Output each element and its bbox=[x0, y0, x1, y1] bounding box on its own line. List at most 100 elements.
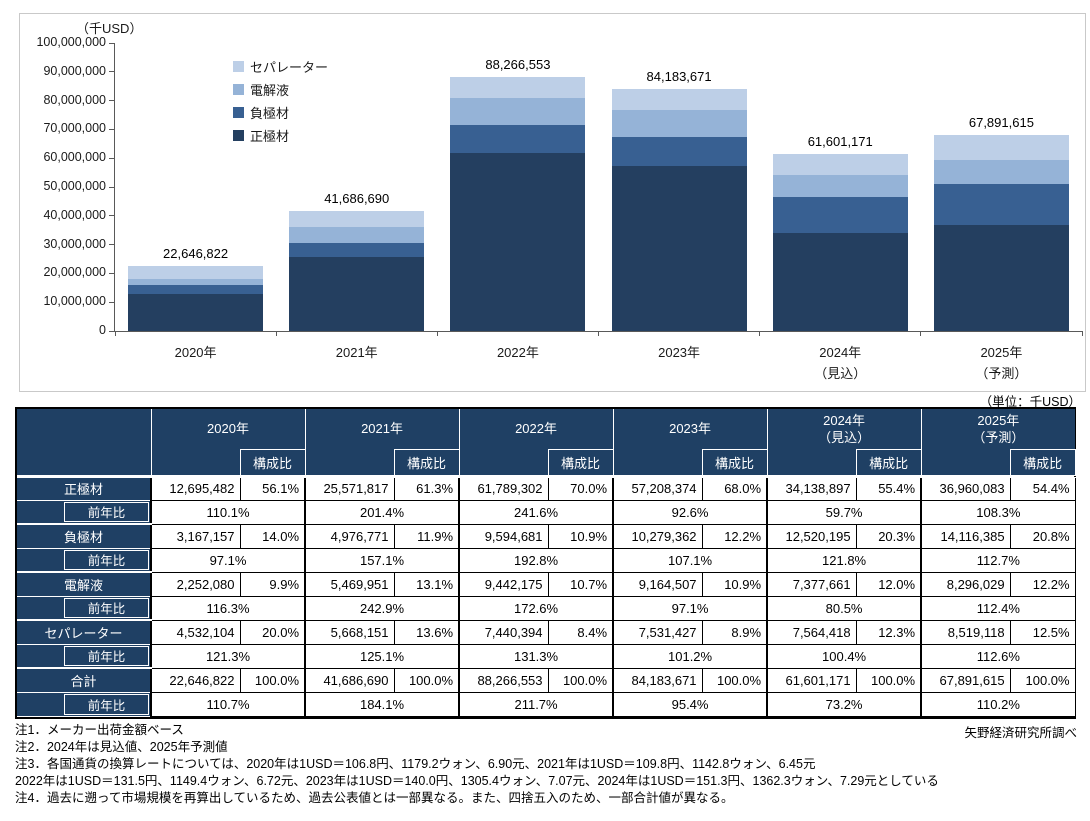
table-cell-share: 11.9% bbox=[393, 523, 460, 549]
table-cell-yoy: 211.7% bbox=[458, 691, 614, 717]
yoy-label-box: 前年比 bbox=[64, 597, 149, 618]
table-cell-yoy: 110.7% bbox=[149, 691, 306, 717]
table-cell-share: 61.3% bbox=[393, 475, 460, 501]
table-cell-share: 12.5% bbox=[1009, 619, 1076, 645]
table-cell-value: 84,183,671 bbox=[612, 667, 703, 693]
table-cell-value: 8,519,118 bbox=[920, 619, 1011, 645]
yoy-label-box: 前年比 bbox=[64, 501, 149, 522]
table-row-material: 負極材 3,167,157 14.0% 4,976,771 11.9% 9,594,681… bbox=[17, 523, 1076, 549]
y-axis-tick-label: 20,000,000 bbox=[43, 265, 106, 280]
table-cell-share: 100.0% bbox=[393, 667, 460, 693]
table-cell-yoy: 101.2% bbox=[612, 643, 768, 669]
column-header-year: 2020年 bbox=[150, 409, 306, 449]
table-cell-yoy: 121.8% bbox=[766, 547, 922, 573]
table-cell-yoy: 92.6% bbox=[612, 499, 768, 525]
stacked-bar-chart: （千USD） 100,000,000 90,000,000 80,000,000 70… bbox=[19, 13, 1086, 392]
legend-label: 正極材 bbox=[250, 129, 290, 144]
table-cell-share: 12.0% bbox=[855, 571, 922, 597]
bar-total-label: 61,601,171 bbox=[807, 133, 873, 149]
y-axis-tick-label: 50,000,000 bbox=[43, 179, 106, 193]
table-cell-yoy: 184.1% bbox=[304, 691, 460, 717]
table-cell-share: 13.1% bbox=[393, 571, 460, 597]
legend-item: 負極材 bbox=[233, 101, 328, 124]
table-cell-yoy: 100.4% bbox=[766, 643, 922, 669]
table-cell-share: 14.0% bbox=[239, 523, 306, 549]
x-axis-category-label: 2022年 bbox=[496, 345, 539, 360]
column-header-year: 2021年 bbox=[304, 409, 460, 449]
bar-total-label: 88,266,553 bbox=[485, 56, 551, 72]
bar-segment-正極材 bbox=[933, 224, 1069, 331]
x-axis-tickmark bbox=[114, 331, 116, 336]
year-label: 2024年 bbox=[823, 412, 866, 428]
table-row-yoy: 前年比 121.3% 125.1% 131.3% 101.2% 100.4% 112.6% bbox=[17, 643, 1076, 669]
column-header-year: 2023年 bbox=[612, 409, 768, 449]
y-axis-tick-label: 40,000,000 bbox=[43, 207, 106, 222]
row-label-yoy: 前年比 bbox=[17, 500, 151, 525]
bar-group: 41,686,690 2021年 bbox=[276, 43, 437, 360]
y-axis-tick-label: 90,000,000 bbox=[43, 63, 106, 78]
table-cell-value: 9,442,175 bbox=[458, 571, 549, 597]
table-cell-value: 4,532,104 bbox=[150, 619, 241, 645]
row-label: 合計 bbox=[17, 668, 151, 693]
table-header-row-share: 構成比 構成比 構成比 構成比 構成比 構成比 bbox=[17, 448, 1076, 478]
bar-total-label: 84,183,671 bbox=[646, 68, 712, 84]
table-cell-yoy: 107.1% bbox=[612, 547, 768, 573]
bar-segment-負極材 bbox=[289, 243, 425, 258]
column-header-share: 構成比 bbox=[393, 448, 460, 478]
table-cell-value: 22,646,822 bbox=[150, 667, 241, 693]
year-sublabel: （見込） bbox=[818, 429, 871, 445]
table-cell-value: 14,116,385 bbox=[920, 523, 1011, 549]
row-label: 電解液 bbox=[17, 572, 151, 597]
header-blank-cell bbox=[766, 449, 857, 478]
legend-label: 電解液 bbox=[250, 83, 290, 98]
bar-total-label: 22,646,822 bbox=[163, 245, 229, 261]
table-cell-yoy: 121.3% bbox=[149, 643, 306, 669]
table-cell-value: 41,686,690 bbox=[304, 667, 395, 693]
table-cell-yoy: 110.1% bbox=[149, 499, 306, 525]
header-blank-cell bbox=[612, 449, 703, 478]
bar-total-label: 41,686,690 bbox=[324, 190, 390, 206]
table-corner-cell bbox=[17, 409, 151, 478]
x-axis-tickmark bbox=[759, 331, 761, 336]
table-row-material: 正極材 12,695,482 56.1% 25,571,817 61.3% 61,789,… bbox=[17, 475, 1076, 501]
x-axis-category-sublabel: （見込） bbox=[814, 366, 867, 381]
table-cell-value: 25,571,817 bbox=[304, 475, 395, 501]
table-cell-share: 100.0% bbox=[701, 667, 768, 693]
table-cell-value: 61,601,171 bbox=[766, 667, 857, 693]
bar-group: 67,891,615 2025年 （予測） bbox=[921, 43, 1082, 381]
bar-segment-電解液 bbox=[933, 160, 1069, 184]
table-cell-yoy: 172.6% bbox=[458, 595, 614, 621]
table-cell-value: 9,164,507 bbox=[612, 571, 703, 597]
x-axis-category-label: 2023年 bbox=[658, 345, 701, 360]
bar-segment-セパレーター bbox=[128, 265, 264, 279]
table-cell-share: 56.1% bbox=[239, 475, 306, 501]
table-cell-share: 12.2% bbox=[1009, 571, 1076, 597]
note-line: 2022年は1USD＝131.5円、1149.4ウォン、6.72元、2023年は… bbox=[15, 774, 939, 788]
table-cell-share: 8.4% bbox=[547, 619, 614, 645]
table-cell-yoy: 201.4% bbox=[304, 499, 460, 525]
legend-label: 負極材 bbox=[250, 106, 290, 121]
column-header-share: 構成比 bbox=[547, 448, 614, 478]
y-axis-tickmark bbox=[109, 244, 115, 246]
table-cell-value: 7,531,427 bbox=[612, 619, 703, 645]
row-label: 負極材 bbox=[17, 524, 151, 549]
row-label-yoy: 前年比 bbox=[17, 644, 151, 669]
table-cell-value: 12,520,195 bbox=[766, 523, 857, 549]
y-axis-tick-label: 0 bbox=[99, 323, 106, 337]
table-cell-value: 7,440,394 bbox=[458, 619, 549, 645]
year-label: 2023年 bbox=[669, 421, 712, 437]
table-cell-yoy: 95.4% bbox=[612, 691, 768, 717]
table-row-yoy: 前年比 97.1% 157.1% 192.8% 107.1% 121.8% 112.7% bbox=[17, 547, 1076, 573]
column-header-share: 構成比 bbox=[855, 448, 922, 478]
table-cell-value: 88,266,553 bbox=[458, 667, 549, 693]
bar-total-label: 67,891,615 bbox=[968, 115, 1034, 131]
table-cell-share: 54.4% bbox=[1009, 475, 1076, 501]
note-line: 注3．各国通貨の換算レートについては、2020年は1USD＝106.8円、117… bbox=[15, 757, 816, 771]
table-row-material: セパレーター 4,532,104 20.0% 5,668,151 13.6% 7,440,… bbox=[17, 619, 1076, 645]
table-cell-share: 8.9% bbox=[701, 619, 768, 645]
legend-swatch-icon bbox=[233, 107, 244, 118]
column-header-share: 構成比 bbox=[1009, 448, 1076, 478]
table-cell-share: 12.2% bbox=[701, 523, 768, 549]
x-axis-tickmark bbox=[598, 331, 599, 336]
y-axis-unit-label: （千USD） bbox=[76, 21, 143, 36]
